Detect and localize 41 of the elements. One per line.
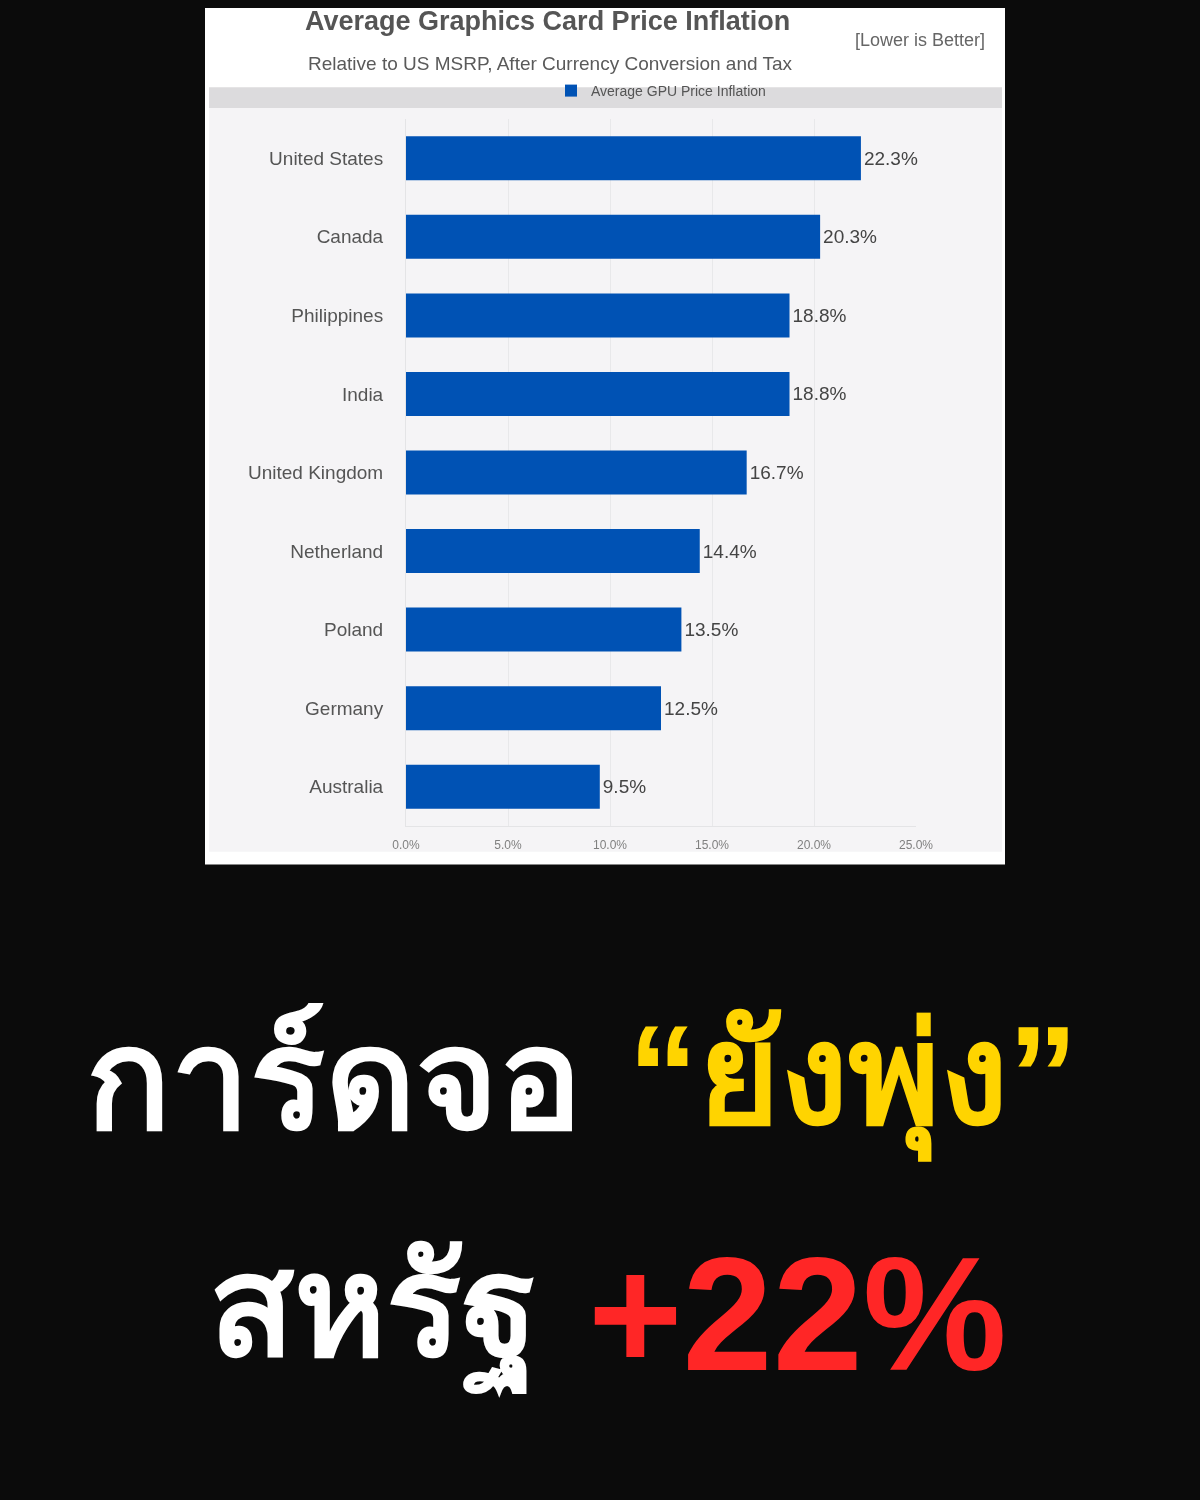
bar [406,136,861,181]
bar [406,371,790,416]
bar [406,450,747,495]
text: [Lower is Better] [855,30,986,50]
x-tick-label: 5.0% [494,838,522,853]
data-label: 20.3% [823,226,878,248]
bar [406,764,600,809]
text: สหรัฐ [209,1228,538,1398]
x-tick-label: 20.0% [796,838,832,853]
y-tick-label: United Kingdom [248,462,384,484]
y-tick-label: Philippines [291,305,384,327]
data-label: 22.3% [863,147,918,169]
data-label: 12.5% [664,697,718,719]
legend-label: Average GPU Price Inflation [591,83,766,100]
bar [406,607,682,652]
x-tick-label: 15.0% [694,838,730,853]
chart-subtitle: Relative to US MSRP, After Currency Conversion and Tax [308,53,793,74]
bar [406,529,700,574]
y-tick-label: Canada [316,226,384,248]
y-tick-label: Netherland [290,540,384,562]
data-label: 14.4% [702,540,757,562]
y-tick-label: India [342,383,384,405]
data-label: 18.8% [792,383,847,405]
text: “ยังพุ่ง” [628,996,1078,1162]
x-tick-label: 10.0% [592,838,628,853]
chart-title: Average Graphics Card Price Inflation [305,6,791,37]
y-tick-label: Australia [309,776,384,798]
data-label: 16.7% [749,462,804,483]
data-label: 18.8% [792,304,847,326]
y-tick-label: United States [269,147,384,169]
x-tick-label: 0.0% [392,838,420,853]
y-tick-label: Germany [305,697,384,719]
bar [406,214,821,259]
data-label: 9.5% [602,776,647,798]
bar [406,686,661,731]
bar [406,293,790,338]
text: การ์ดจอ [86,1001,582,1158]
data-label: 13.5% [684,619,739,641]
y-tick-label: Poland [324,619,384,641]
x-tick-label: 25.0% [898,838,934,853]
text: +22% [588,1223,1007,1404]
